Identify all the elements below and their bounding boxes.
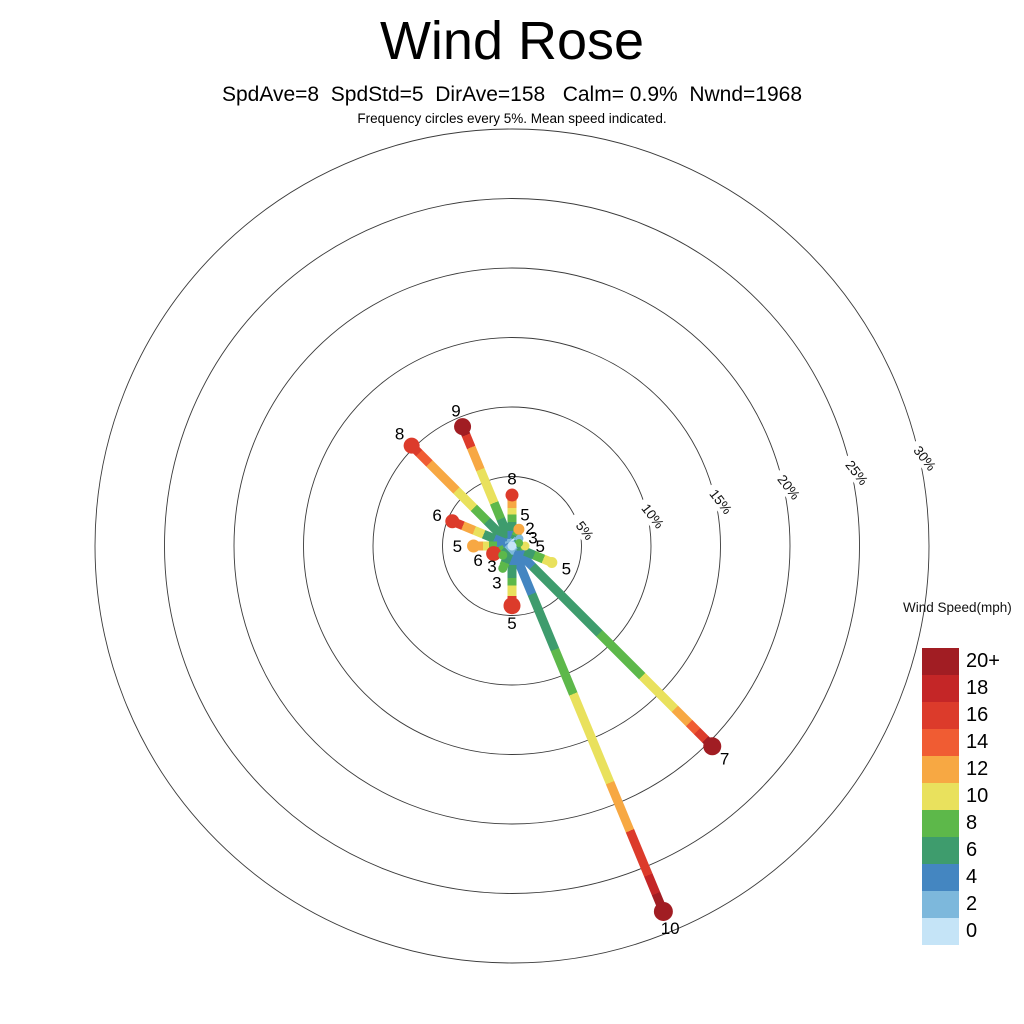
legend-rows: 20+ 18 16 14 12 10 8 6 4 2 0 — [922, 648, 1024, 945]
spoke-label-sw: 3 — [487, 557, 496, 576]
spoke-tip-w — [467, 539, 481, 553]
legend-swatch-12 — [922, 756, 959, 783]
spoke-label-s: 5 — [507, 614, 516, 633]
spoke-label-sse: 10 — [661, 919, 680, 938]
spoke-label-n: 8 — [507, 470, 516, 489]
legend-label-14: 14 — [966, 731, 989, 753]
legend-label-6: 6 — [966, 839, 978, 861]
ring-30pct — [94, 128, 930, 964]
legend-row-10: 10 — [922, 783, 1024, 810]
legend-swatch-20+ — [922, 648, 959, 675]
legend-swatch-8 — [922, 810, 959, 837]
spoke-tip-wsw — [486, 546, 502, 562]
legend-label-0: 0 — [966, 920, 978, 942]
spoke-tip-ene — [515, 539, 524, 548]
spoke-label-e: 5 — [536, 537, 545, 556]
legend-row-6: 6 — [922, 837, 1024, 864]
spoke-tip-ese — [546, 557, 558, 569]
spoke-tip-sse — [653, 901, 673, 921]
wind-speed-legend: Wind Speed(mph) 20+ 18 16 14 12 10 8 6 4 2 0 — [903, 600, 1024, 945]
legend-label-20+: 20+ — [966, 650, 1000, 672]
spoke-label-ese: 5 — [562, 559, 571, 578]
legend-swatch-16 — [922, 702, 959, 729]
legend-row-14: 14 — [922, 729, 1024, 756]
ring-label-group-25pct: 25% — [838, 452, 876, 493]
legend-swatch-4 — [922, 864, 959, 891]
spoke-tip-sw — [498, 550, 508, 560]
spoke-label-se: 7 — [720, 750, 729, 769]
ring-label-backing-10pct — [634, 495, 672, 537]
spoke-label-ne: 2 — [525, 519, 534, 538]
spoke-label-nw: 8 — [395, 425, 404, 444]
chart-stats-line: SpdAve=8 SpdStd=5 DirAve=158 Calm= 0.9% … — [221, 83, 803, 106]
ring-label-group-20pct: 20% — [770, 466, 808, 508]
spoke-tip-nnw — [454, 418, 472, 436]
legend-row-18: 18 — [922, 675, 1024, 702]
ring-label-backing-20pct — [770, 466, 808, 508]
legend-swatch-6 — [922, 837, 959, 864]
ring-label-backing-5pct — [566, 510, 604, 551]
legend-label-10: 10 — [966, 785, 989, 807]
ring-15pct — [303, 337, 721, 755]
spoke-nnw — [460, 428, 517, 548]
hub-center — [507, 541, 517, 551]
spoke-label-wnw: 6 — [432, 506, 441, 525]
ring-label-group-10pct: 10% — [634, 495, 672, 537]
legend-title: Wind Speed(mph) — [903, 600, 1012, 615]
spoke-tip-s — [503, 597, 521, 615]
chart-note: Frequency circles every 5%. Mean speed i… — [357, 111, 667, 126]
legend-row-20+: 20+ — [922, 648, 1024, 675]
spoke-tip-nw — [403, 437, 420, 454]
ring-label-group-15pct: 15% — [702, 481, 740, 522]
spoke-se — [508, 542, 713, 747]
legend-row-4: 4 — [922, 864, 1024, 891]
spoke-tip-se — [703, 737, 722, 756]
spoke-tip-nne — [513, 523, 525, 535]
legend-label-4: 4 — [966, 866, 978, 888]
ring-10pct — [372, 406, 652, 686]
legend-label-2: 2 — [966, 893, 978, 915]
spoke-label-nne: 5 — [520, 506, 529, 525]
spoke-label-nnw: 9 — [451, 402, 460, 421]
spoke-tip-ssw — [498, 563, 508, 573]
ring-label-group-5pct: 5% — [566, 510, 604, 551]
spoke-sse — [507, 544, 666, 909]
ring-25pct — [164, 198, 860, 894]
spoke-tip-wnw — [445, 514, 460, 529]
legend-row-12: 12 — [922, 756, 1024, 783]
legend-swatch-2 — [922, 891, 959, 918]
ring-label-group-30pct: 30% — [906, 438, 944, 479]
ring-20pct — [233, 267, 791, 825]
spoke-label-wsw: 6 — [473, 551, 482, 570]
ring-label-backing-15pct — [702, 481, 740, 522]
spoke-label-ssw: 3 — [492, 573, 501, 592]
ring-label-backing-25pct — [838, 452, 876, 493]
ring-5pct — [442, 476, 582, 616]
chart-title: Wind Rose — [379, 11, 645, 71]
legend-label-8: 8 — [966, 812, 978, 834]
legend-row-16: 16 — [922, 702, 1024, 729]
legend-row-0: 0 — [922, 918, 1024, 945]
legend-label-12: 12 — [966, 758, 989, 780]
legend-row-8: 8 — [922, 810, 1024, 837]
legend-label-18: 18 — [966, 677, 989, 699]
spoke-nw — [411, 445, 516, 550]
ring-label-backing-30pct — [906, 438, 944, 479]
legend-swatch-14 — [922, 729, 959, 756]
legend-swatch-10 — [922, 783, 959, 810]
legend-swatch-0 — [922, 918, 959, 945]
legend-swatch-18 — [922, 675, 959, 702]
spoke-label-w: 5 — [453, 537, 462, 556]
spoke-tip-n — [505, 488, 519, 502]
legend-row-2: 2 — [922, 891, 1024, 918]
legend-label-16: 16 — [966, 704, 989, 726]
spoke-label-ene: 3 — [528, 528, 537, 547]
